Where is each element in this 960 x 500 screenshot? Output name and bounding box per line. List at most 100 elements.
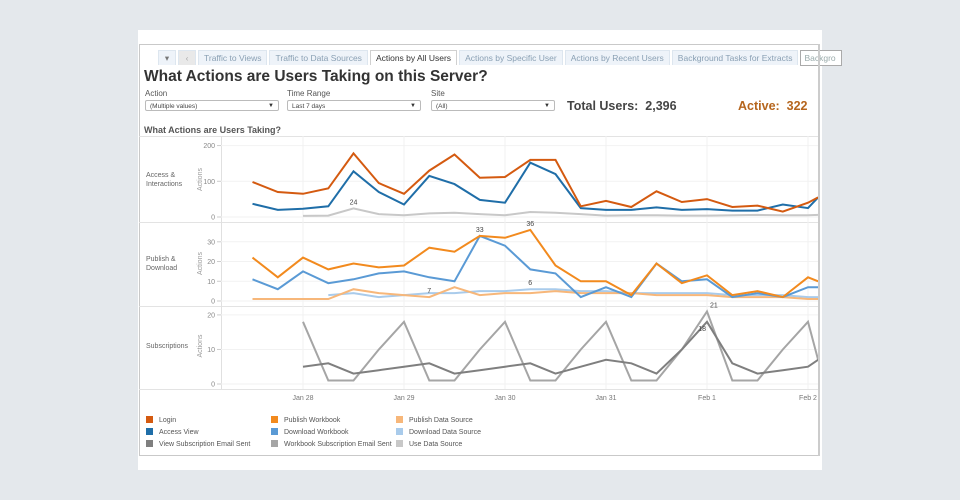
- legend-label: Download Workbook: [284, 429, 349, 436]
- action-filter-value: (Multiple values): [150, 103, 198, 110]
- legend-label: Download Data Source: [409, 429, 481, 436]
- site-filter-value: (All): [436, 103, 448, 110]
- tab-traffic-to-views[interactable]: Traffic to Views: [198, 50, 268, 65]
- tab-actions-by-specific-user[interactable]: Actions by Specific User: [459, 50, 563, 65]
- tab-background-tasks-for-extracts[interactable]: Background Tasks for Extracts: [671, 50, 799, 65]
- series-line-access-view: [252, 161, 819, 212]
- legend-label: Publish Data Source: [409, 417, 473, 424]
- legend-item[interactable]: Workbook Subscription Email Sent: [271, 439, 392, 450]
- legend-swatch: [146, 439, 153, 447]
- legend-item[interactable]: View Subscription Email Sent: [146, 439, 251, 450]
- y-axis-label: Actions: [197, 168, 204, 191]
- y-tick-label: 200: [203, 143, 215, 150]
- y-tick-label: 20: [207, 312, 215, 319]
- series-line-publish-workbook: [251, 228, 819, 299]
- legend-label: Access View: [159, 429, 199, 436]
- legend-swatch: [396, 415, 403, 423]
- panel-label: Publish &: [146, 256, 176, 263]
- time-range-filter-value: Last 7 days: [292, 103, 326, 110]
- y-axis-label: Actions: [197, 334, 204, 357]
- panel-label: Download: [146, 265, 177, 272]
- y-tick-label: 10: [207, 347, 215, 354]
- series-line-workbook-subscription-email-sent: [302, 309, 820, 382]
- legend-item[interactable]: Use Data Source: [396, 439, 463, 450]
- actions-line-chart: Jan 28 Jan 29 Jan 30 Jan 31 Feb 1 Feb 2010020…: [139, 136, 820, 402]
- y-tick-label: 100: [203, 179, 215, 186]
- x-tick-label: Jan 30: [494, 395, 515, 402]
- site-filter-select[interactable]: (All) ▼: [431, 100, 555, 111]
- y-tick-label: 0: [211, 299, 215, 306]
- time-range-filter-label: Time Range: [287, 89, 331, 98]
- series-line-view-subscription-email-sent: [302, 320, 819, 375]
- section-title: What Actions are Users Taking?: [144, 125, 282, 135]
- active-users-value: 322: [786, 99, 808, 113]
- legend-item[interactable]: Publish Workbook: [271, 415, 341, 426]
- data-label: 6: [528, 280, 532, 287]
- tab-back-button[interactable]: ‹: [178, 50, 196, 65]
- x-tick-label: Feb 2: [799, 395, 817, 402]
- dropdown-caret-icon: ▼: [268, 103, 274, 109]
- y-tick-label: 30: [207, 239, 215, 246]
- legend-label: Login: [159, 417, 177, 424]
- legend-label: Publish Workbook: [284, 417, 341, 424]
- active-users-stat: Active: 322: [738, 99, 808, 113]
- total-users-label: Total Users:: [567, 99, 639, 113]
- x-tick-label: Jan 29: [393, 395, 414, 402]
- data-label: 21: [710, 302, 718, 309]
- tab-traffic-to-data-sources[interactable]: Traffic to Data Sources: [269, 50, 368, 65]
- legend-swatch: [396, 427, 403, 435]
- chevron-left-icon: ‹: [185, 53, 189, 63]
- tab-strip: ▾ ‹ Traffic to Views Traffic to Data Sou…: [158, 50, 843, 66]
- series-line-download-workbook: [252, 234, 819, 299]
- data-label: 7: [427, 288, 431, 295]
- dropdown-caret-icon: ▼: [544, 103, 550, 109]
- y-axis-label: Actions: [197, 252, 204, 275]
- panel-label: Interactions: [146, 181, 183, 188]
- tab-menu-button[interactable]: ▾: [158, 50, 176, 65]
- panel-label: Subscriptions: [146, 343, 189, 350]
- time-range-filter-select[interactable]: Last 7 days ▼: [287, 100, 421, 111]
- x-tick-label: Jan 28: [292, 395, 313, 402]
- legend-swatch: [146, 427, 153, 435]
- total-users-value: 2,396: [645, 99, 677, 113]
- chart-legend: Login Access View View Subscription Email …: [146, 415, 546, 452]
- legend-label: View Subscription Email Sent: [159, 441, 251, 448]
- tab-background-clipped[interactable]: Backgro: [800, 50, 843, 66]
- y-tick-label: 20: [207, 259, 215, 266]
- legend-label: Use Data Source: [409, 441, 463, 448]
- vertical-scrollbar[interactable]: [818, 44, 820, 456]
- legend-item[interactable]: Login: [146, 415, 177, 426]
- x-tick-label: Feb 1: [698, 395, 716, 402]
- legend-item[interactable]: Download Data Source: [396, 427, 481, 438]
- series-line-login: [252, 151, 819, 213]
- legend-swatch: [271, 415, 278, 423]
- chevron-down-icon: ▾: [164, 53, 170, 63]
- action-filter-label: Action: [145, 89, 168, 98]
- y-tick-label: 0: [211, 215, 215, 222]
- legend-swatch: [271, 427, 278, 435]
- action-filter-select[interactable]: (Multiple values) ▼: [145, 100, 279, 111]
- legend-swatch: [271, 439, 278, 447]
- legend-item[interactable]: Publish Data Source: [396, 415, 473, 426]
- legend-swatch: [146, 415, 153, 423]
- x-tick-label: Jan 31: [595, 395, 616, 402]
- y-tick-label: 0: [211, 382, 215, 389]
- legend-label: Workbook Subscription Email Sent: [284, 441, 392, 448]
- active-users-label: Active:: [738, 99, 780, 113]
- total-users-stat: Total Users: 2,396: [567, 99, 677, 113]
- page-title: What Actions are Users Taking on this Se…: [144, 68, 488, 85]
- data-label: 24: [350, 199, 358, 206]
- dropdown-caret-icon: ▼: [410, 103, 416, 109]
- data-label: 33: [476, 227, 484, 234]
- y-tick-label: 10: [207, 279, 215, 286]
- tab-actions-by-recent-users[interactable]: Actions by Recent Users: [564, 50, 670, 65]
- legend-swatch: [396, 439, 403, 447]
- panel-label: Access &: [146, 172, 176, 179]
- site-filter-label: Site: [431, 89, 445, 98]
- data-label: 18: [698, 326, 706, 333]
- data-label: 36: [526, 221, 534, 228]
- tab-actions-by-all-users[interactable]: Actions by All Users: [369, 50, 458, 65]
- legend-item[interactable]: Download Workbook: [271, 427, 349, 438]
- series-line-use-data-source: [302, 207, 819, 217]
- legend-item[interactable]: Access View: [146, 427, 199, 438]
